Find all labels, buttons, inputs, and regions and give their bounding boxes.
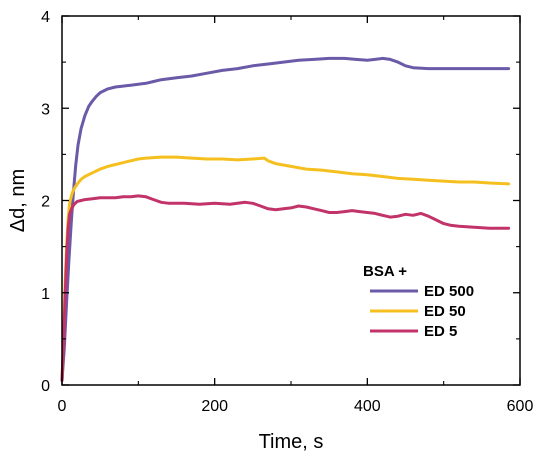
- legend-label: ED 50: [424, 303, 466, 320]
- ticks-layer: [61, 15, 521, 386]
- x-tick-label: 400: [354, 398, 381, 415]
- x-tick-label: 200: [201, 398, 228, 415]
- series-layer: [60, 56, 511, 382]
- y-tick-label: 0: [41, 378, 50, 395]
- y-tick-label: 4: [41, 9, 50, 26]
- x-tick-label: 600: [507, 398, 534, 415]
- series-line-ed-50: [60, 155, 511, 382]
- legend-label: ED 500: [424, 283, 474, 300]
- y-tick-label: 3: [41, 101, 50, 118]
- series-line-ed-500: [60, 56, 511, 382]
- x-tick-label: 0: [58, 398, 67, 415]
- y-tick-label: 1: [41, 286, 50, 303]
- tick-labels-layer: 0 200 400 600 0 1 2 3 4: [41, 9, 533, 415]
- y-axis-title: Δd, nm: [7, 169, 29, 232]
- y-tick-label: 2: [41, 194, 50, 211]
- legend: BSA + ED 500 ED 50 ED 5: [363, 263, 474, 340]
- legend-title: BSA +: [363, 263, 407, 280]
- series-line-ed-5: [60, 194, 511, 382]
- legend-label: ED 5: [424, 323, 457, 340]
- x-axis-title: Time, s: [259, 431, 324, 453]
